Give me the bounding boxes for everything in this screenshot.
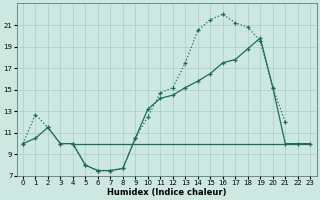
X-axis label: Humidex (Indice chaleur): Humidex (Indice chaleur) xyxy=(107,188,226,197)
